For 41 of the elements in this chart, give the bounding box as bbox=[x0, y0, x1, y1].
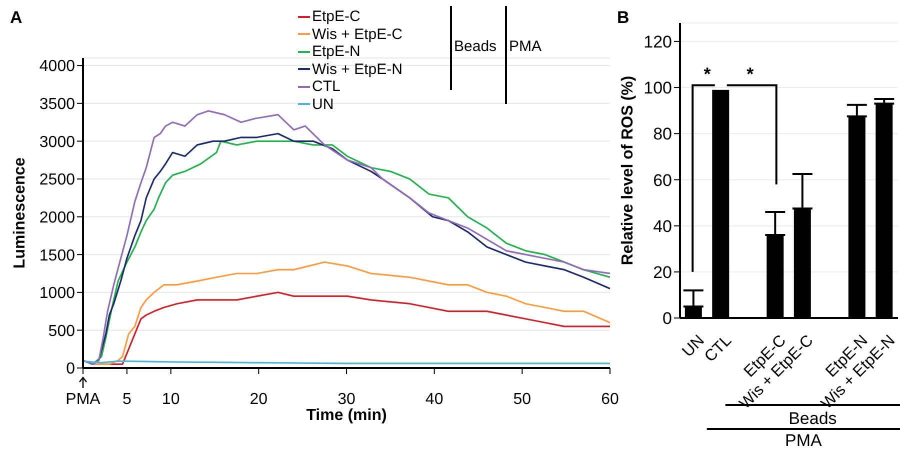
y-tick-label: 100 bbox=[644, 78, 672, 98]
text: PMA bbox=[785, 431, 823, 449]
legend-label: CTL bbox=[312, 78, 340, 96]
y-tick-label: 3000 bbox=[39, 134, 76, 151]
legend-label: Wis + EtpE-N bbox=[312, 60, 402, 78]
chart-title: A bbox=[10, 8, 22, 28]
y-tick-label: 20 bbox=[653, 262, 672, 282]
x-tick-label: PMA bbox=[66, 391, 101, 408]
x-tick-label: 60 bbox=[601, 391, 619, 408]
legend-label: UN bbox=[312, 96, 334, 113]
y-tick-label: 120 bbox=[644, 32, 672, 52]
legend-label: EtpE-C bbox=[312, 8, 360, 26]
y-tick-label: 0 bbox=[66, 360, 76, 378]
y-tick-label: 40 bbox=[653, 216, 672, 236]
annotation: * bbox=[704, 64, 711, 84]
y-tick-label: 0 bbox=[662, 309, 672, 328]
y-tick-label: 60 bbox=[653, 170, 672, 190]
y-tick-label: 1500 bbox=[39, 247, 76, 264]
legend-label: Wis + EtpE-C bbox=[312, 26, 402, 43]
y-tick-label: 1000 bbox=[39, 285, 76, 302]
y-tick-label: 3500 bbox=[39, 96, 76, 114]
x-tick-label: 50 bbox=[513, 391, 532, 408]
x-axis-title: Time (min) bbox=[306, 407, 387, 424]
y-tick-label: 500 bbox=[48, 322, 76, 340]
chart-title: B bbox=[617, 8, 630, 28]
text: PMA bbox=[509, 38, 542, 55]
x-tick-label: 20 bbox=[250, 391, 268, 408]
y-tick-label: 4000 bbox=[39, 58, 76, 76]
x-tick-label: 5 bbox=[122, 391, 132, 408]
y-axis-title: Relative level of ROS (%) bbox=[620, 76, 636, 266]
x-tick-label: 40 bbox=[425, 391, 444, 408]
annotation: * bbox=[746, 64, 754, 84]
x-tick-label: 10 bbox=[162, 391, 180, 408]
legend-label: EtpE-N bbox=[312, 43, 360, 60]
y-tick-label: 80 bbox=[653, 124, 672, 144]
text: Beads bbox=[788, 409, 837, 428]
x-tick-label: 30 bbox=[338, 391, 356, 408]
text: Beads bbox=[454, 38, 497, 55]
y-tick-label: 2500 bbox=[39, 172, 76, 189]
y-tick-label: 2000 bbox=[39, 209, 76, 226]
y-axis-title: Luminescence bbox=[12, 157, 28, 269]
